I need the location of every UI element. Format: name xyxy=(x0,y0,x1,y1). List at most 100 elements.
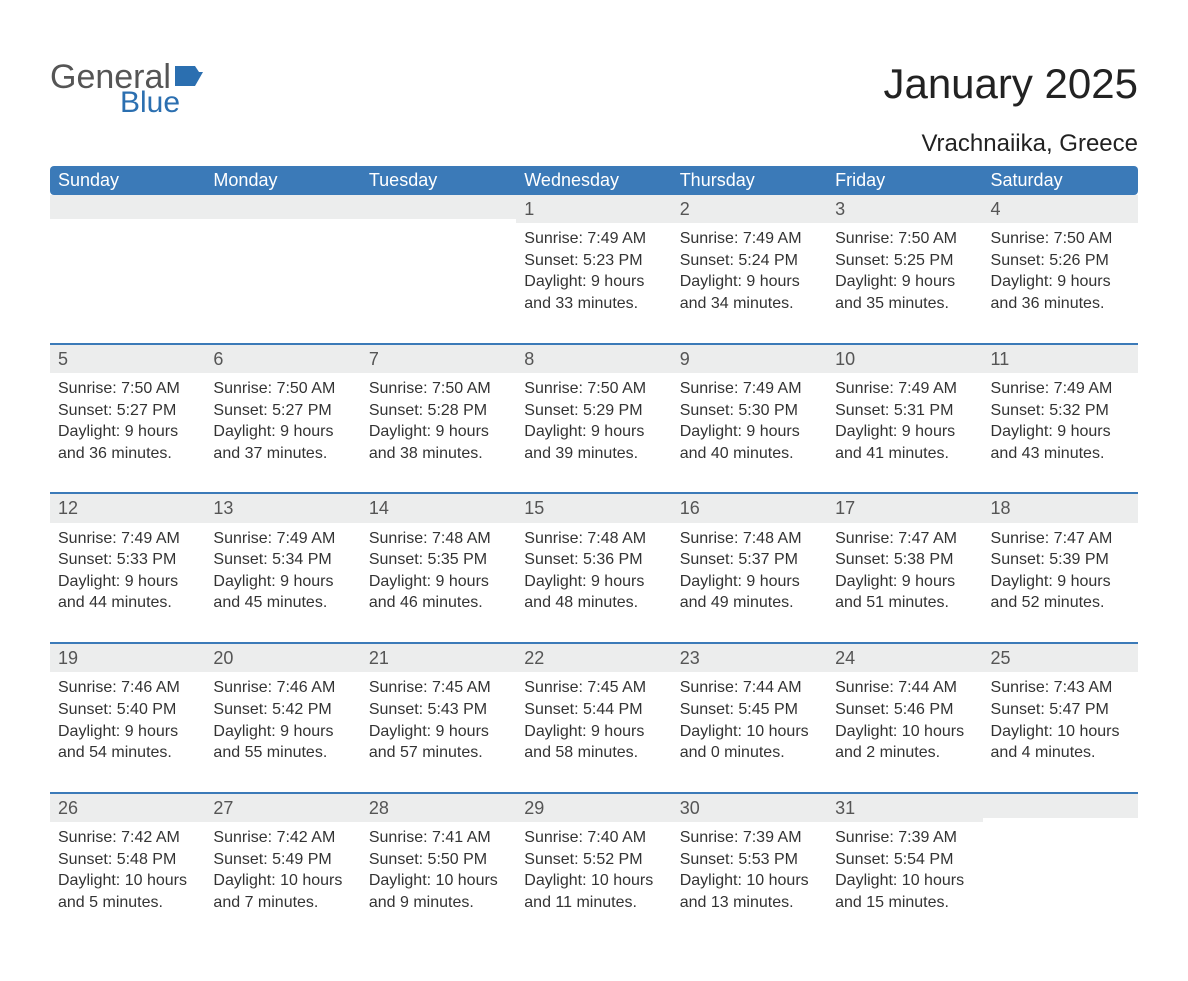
sunrise-text: Sunrise: 7:49 AM xyxy=(524,228,663,250)
calendar-cell: 30Sunrise: 7:39 AMSunset: 5:53 PMDayligh… xyxy=(672,793,827,942)
daylight-text: Daylight: 9 hours and 36 minutes. xyxy=(58,421,197,464)
sunset-text: Sunset: 5:53 PM xyxy=(680,849,819,871)
daylight-text: Daylight: 9 hours and 58 minutes. xyxy=(524,721,663,764)
sunrise-text: Sunrise: 7:48 AM xyxy=(680,528,819,550)
daylight-text: Daylight: 9 hours and 36 minutes. xyxy=(991,271,1130,314)
day-number: 24 xyxy=(827,644,982,672)
day-details: Sunrise: 7:49 AMSunset: 5:30 PMDaylight:… xyxy=(680,378,819,464)
daylight-text: Daylight: 9 hours and 39 minutes. xyxy=(524,421,663,464)
day-details: Sunrise: 7:43 AMSunset: 5:47 PMDaylight:… xyxy=(991,677,1130,763)
sunrise-text: Sunrise: 7:50 AM xyxy=(369,378,508,400)
sunset-text: Sunset: 5:23 PM xyxy=(524,250,663,272)
sunset-text: Sunset: 5:24 PM xyxy=(680,250,819,272)
calendar-cell: 3 Sunrise: 7:50 AMSunset: 5:25 PMDaylight… xyxy=(827,195,982,344)
sunset-text: Sunset: 5:27 PM xyxy=(58,400,197,422)
day-number: 21 xyxy=(361,644,516,672)
sunrise-text: Sunrise: 7:39 AM xyxy=(680,827,819,849)
calendar-cell: 28Sunrise: 7:41 AMSunset: 5:50 PMDayligh… xyxy=(361,793,516,942)
sunset-text: Sunset: 5:39 PM xyxy=(991,549,1130,571)
daylight-text: Daylight: 9 hours and 40 minutes. xyxy=(680,421,819,464)
sunset-text: Sunset: 5:36 PM xyxy=(524,549,663,571)
day-details: Sunrise: 7:46 AMSunset: 5:40 PMDaylight:… xyxy=(58,677,197,763)
sunset-text: Sunset: 5:35 PM xyxy=(369,549,508,571)
day-number: 6 xyxy=(205,345,360,373)
sunset-text: Sunset: 5:54 PM xyxy=(835,849,974,871)
daylight-text: Daylight: 9 hours and 37 minutes. xyxy=(213,421,352,464)
day-details: Sunrise: 7:48 AMSunset: 5:35 PMDaylight:… xyxy=(369,528,508,614)
sunrise-text: Sunrise: 7:42 AM xyxy=(213,827,352,849)
day-number: 12 xyxy=(50,494,205,522)
sunrise-text: Sunrise: 7:48 AM xyxy=(369,528,508,550)
sunrise-text: Sunrise: 7:40 AM xyxy=(524,827,663,849)
sunrise-text: Sunrise: 7:41 AM xyxy=(369,827,508,849)
calendar-cell: 31Sunrise: 7:39 AMSunset: 5:54 PMDayligh… xyxy=(827,793,982,942)
day-details: Sunrise: 7:49 AMSunset: 5:32 PMDaylight:… xyxy=(991,378,1130,464)
sunrise-text: Sunrise: 7:44 AM xyxy=(680,677,819,699)
sunset-text: Sunset: 5:40 PM xyxy=(58,699,197,721)
day-number: 15 xyxy=(516,494,671,522)
day-number xyxy=(50,195,205,219)
day-number: 9 xyxy=(672,345,827,373)
sunset-text: Sunset: 5:45 PM xyxy=(680,699,819,721)
day-details: Sunrise: 7:50 AMSunset: 5:28 PMDaylight:… xyxy=(369,378,508,464)
day-details: Sunrise: 7:50 AMSunset: 5:26 PMDaylight:… xyxy=(991,228,1130,314)
day-number: 26 xyxy=(50,794,205,822)
calendar-cell xyxy=(983,793,1138,942)
calendar-cell: 18Sunrise: 7:47 AMSunset: 5:39 PMDayligh… xyxy=(983,493,1138,643)
sunset-text: Sunset: 5:30 PM xyxy=(680,400,819,422)
calendar-cell: 9 Sunrise: 7:49 AMSunset: 5:30 PMDaylight… xyxy=(672,344,827,494)
day-details: Sunrise: 7:50 AMSunset: 5:25 PMDaylight:… xyxy=(835,228,974,314)
day-details: Sunrise: 7:49 AMSunset: 5:31 PMDaylight:… xyxy=(835,378,974,464)
day-number: 25 xyxy=(983,644,1138,672)
brand-logo: General Blue xyxy=(50,60,211,118)
daylight-text: Daylight: 10 hours and 7 minutes. xyxy=(213,870,352,913)
calendar-cell: 22Sunrise: 7:45 AMSunset: 5:44 PMDayligh… xyxy=(516,643,671,793)
daylight-text: Daylight: 9 hours and 45 minutes. xyxy=(213,571,352,614)
calendar-cell: 27Sunrise: 7:42 AMSunset: 5:49 PMDayligh… xyxy=(205,793,360,942)
day-details: Sunrise: 7:50 AMSunset: 5:29 PMDaylight:… xyxy=(524,378,663,464)
day-details: Sunrise: 7:39 AMSunset: 5:53 PMDaylight:… xyxy=(680,827,819,913)
sunset-text: Sunset: 5:42 PM xyxy=(213,699,352,721)
calendar-cell xyxy=(361,195,516,344)
weekday-header: Tuesday xyxy=(361,166,516,195)
calendar-cell: 4Sunrise: 7:50 AMSunset: 5:26 PMDaylight… xyxy=(983,195,1138,344)
sunset-text: Sunset: 5:34 PM xyxy=(213,549,352,571)
day-details: Sunrise: 7:48 AMSunset: 5:36 PMDaylight:… xyxy=(524,528,663,614)
day-number: 14 xyxy=(361,494,516,522)
calendar-cell: 13Sunrise: 7:49 AMSunset: 5:34 PMDayligh… xyxy=(205,493,360,643)
day-number: 2 xyxy=(672,195,827,223)
day-number: 20 xyxy=(205,644,360,672)
day-number: 16 xyxy=(672,494,827,522)
daylight-text: Daylight: 10 hours and 15 minutes. xyxy=(835,870,974,913)
daylight-text: Daylight: 9 hours and 48 minutes. xyxy=(524,571,663,614)
day-details: Sunrise: 7:42 AMSunset: 5:48 PMDaylight:… xyxy=(58,827,197,913)
day-details: Sunrise: 7:44 AMSunset: 5:45 PMDaylight:… xyxy=(680,677,819,763)
weekday-header: Friday xyxy=(827,166,982,195)
calendar-cell: 14 Sunrise: 7:48 AMSunset: 5:35 PMDayligh… xyxy=(361,493,516,643)
daylight-text: Daylight: 10 hours and 9 minutes. xyxy=(369,870,508,913)
sunrise-text: Sunrise: 7:48 AM xyxy=(524,528,663,550)
daylight-text: Daylight: 10 hours and 13 minutes. xyxy=(680,870,819,913)
day-details: Sunrise: 7:49 AMSunset: 5:23 PMDaylight:… xyxy=(524,228,663,314)
weekday-header: Wednesday xyxy=(516,166,671,195)
sunset-text: Sunset: 5:43 PM xyxy=(369,699,508,721)
flag-icon xyxy=(175,66,211,92)
day-number: 29 xyxy=(516,794,671,822)
weekday-header: Thursday xyxy=(672,166,827,195)
day-details: Sunrise: 7:41 AMSunset: 5:50 PMDaylight:… xyxy=(369,827,508,913)
calendar-cell: 1Sunrise: 7:49 AMSunset: 5:23 PMDaylight… xyxy=(516,195,671,344)
sunrise-text: Sunrise: 7:49 AM xyxy=(213,528,352,550)
day-number: 7 xyxy=(361,345,516,373)
sunrise-text: Sunrise: 7:39 AM xyxy=(835,827,974,849)
calendar-week: 12Sunrise: 7:49 AMSunset: 5:33 PMDayligh… xyxy=(50,493,1138,643)
calendar-cell: 23Sunrise: 7:44 AMSunset: 5:45 PMDayligh… xyxy=(672,643,827,793)
daylight-text: Daylight: 9 hours and 38 minutes. xyxy=(369,421,508,464)
calendar-cell: 15 Sunrise: 7:48 AMSunset: 5:36 PMDayligh… xyxy=(516,493,671,643)
daylight-text: Daylight: 9 hours and 43 minutes. xyxy=(991,421,1130,464)
daylight-text: Daylight: 9 hours and 46 minutes. xyxy=(369,571,508,614)
day-number: 3 xyxy=(827,195,982,223)
sunset-text: Sunset: 5:26 PM xyxy=(991,250,1130,272)
calendar-body: 1Sunrise: 7:49 AMSunset: 5:23 PMDaylight… xyxy=(50,195,1138,941)
sunrise-text: Sunrise: 7:43 AM xyxy=(991,677,1130,699)
calendar-cell: 17Sunrise: 7:47 AMSunset: 5:38 PMDayligh… xyxy=(827,493,982,643)
